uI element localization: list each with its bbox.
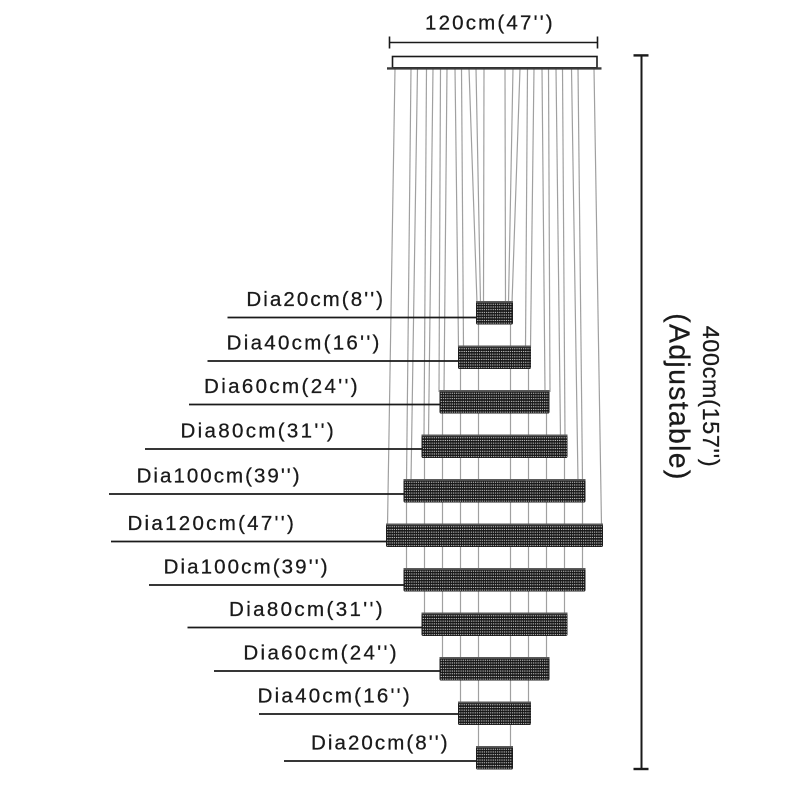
- svg-text:Dia40cm(16''): Dia40cm(16''): [258, 684, 412, 707]
- svg-text:Dia120cm(47''): Dia120cm(47''): [127, 512, 296, 535]
- svg-text:(Adjustable): (Adjustable): [662, 313, 694, 480]
- svg-text:Dia60cm(24''): Dia60cm(24''): [243, 641, 398, 664]
- svg-text:Dia80cm(31''): Dia80cm(31''): [229, 598, 385, 621]
- svg-text:Dia20cm(8''): Dia20cm(8''): [246, 288, 385, 311]
- svg-text:Dia100cm(39''): Dia100cm(39''): [137, 464, 302, 487]
- svg-text:Dia20cm(8''): Dia20cm(8''): [311, 731, 450, 754]
- svg-text:Dia80cm(31''): Dia80cm(31''): [181, 419, 336, 442]
- svg-text:Dia100cm(39''): Dia100cm(39''): [164, 555, 330, 578]
- svg-text:400cm(157''): 400cm(157''): [698, 326, 724, 468]
- svg-text:Dia60cm(24''): Dia60cm(24''): [204, 375, 360, 398]
- svg-text:Dia40cm(16''): Dia40cm(16''): [227, 331, 382, 354]
- svg-text:120cm(47''): 120cm(47''): [425, 12, 555, 35]
